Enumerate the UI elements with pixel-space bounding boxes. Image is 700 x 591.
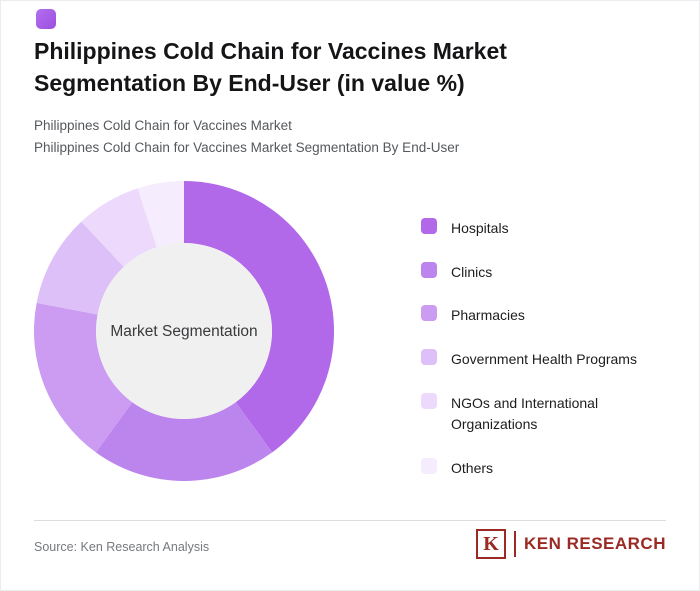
donut-segment-hospitals <box>184 181 334 453</box>
donut-segments <box>34 181 334 481</box>
donut-chart: Market Segmentation <box>34 181 334 481</box>
page-title-line2: Segmentation By End-User (in value %) <box>34 70 465 97</box>
logo-wordmark: KEN RESEARCH <box>523 534 666 553</box>
legend-item-pharmacies: Pharmacies <box>421 305 676 327</box>
logo-k-icon: K <box>475 529 506 559</box>
donut-segment-pharmacies <box>34 302 133 453</box>
legend-label: Pharmacies <box>451 307 525 324</box>
footer-divider <box>34 520 666 521</box>
ken-research-logo: K KEN RESEARCH <box>475 529 666 559</box>
chart-legend: Hospitals Clinics Pharmacies Government Hea… <box>421 218 676 480</box>
page-subtitle: Philippines Cold Chain for Vaccines Mark… <box>34 115 664 160</box>
donut-segment-others <box>137 181 184 248</box>
legend-swatch-ngos-and-international-organizations <box>421 392 437 409</box>
legend-swatch-hospitals <box>421 218 437 234</box>
legend-label: Hospitals <box>451 220 509 236</box>
donut-hole <box>96 243 272 419</box>
page-title-line1: Philippines Cold Chain for Vaccines Mark… <box>34 38 507 64</box>
page-subtitle-line1: Philippines Cold Chain for Vaccines Mark… <box>34 118 292 133</box>
donut-center-label: Market Segmentation <box>110 323 257 340</box>
legend-swatch-pharmacies <box>421 305 437 322</box>
legend-label: NGOs and International Organizations <box>451 394 599 433</box>
donut-chart-area: Market Segmentation <box>34 181 334 481</box>
legend-label: Clinics <box>451 263 493 280</box>
page-subtitle-line2: Philippines Cold Chain for Vaccines Mark… <box>34 140 460 156</box>
donut-segment-clinics <box>95 402 273 481</box>
legend-item-government-health-programs: Government Health Programs <box>421 349 676 371</box>
legend-item-ngos-and-international-organizations: NGOs and International Organizations <box>421 392 676 436</box>
legend-item-others: Others <box>421 458 676 480</box>
donut-segment-ngos-and-international-organizations <box>81 188 157 267</box>
donut-segment-government-health-programs <box>36 221 124 315</box>
source-text: Source: Ken Research Analysis <box>34 540 210 554</box>
legend-item-clinics: Clinics <box>421 261 676 284</box>
logo-divider-bar <box>513 531 516 557</box>
legend-swatch-clinics <box>421 261 437 278</box>
legend-swatch-government-health-programs <box>421 349 437 366</box>
legend-label: Others <box>451 460 494 477</box>
chart-accent-icon <box>36 9 56 29</box>
page-title: Philippines Cold Chain for Vaccines Mark… <box>34 35 654 99</box>
legend-item-hospitals: Hospitals <box>421 218 676 240</box>
legend-label: Government Health Programs <box>451 351 637 368</box>
legend-swatch-others <box>421 458 437 475</box>
